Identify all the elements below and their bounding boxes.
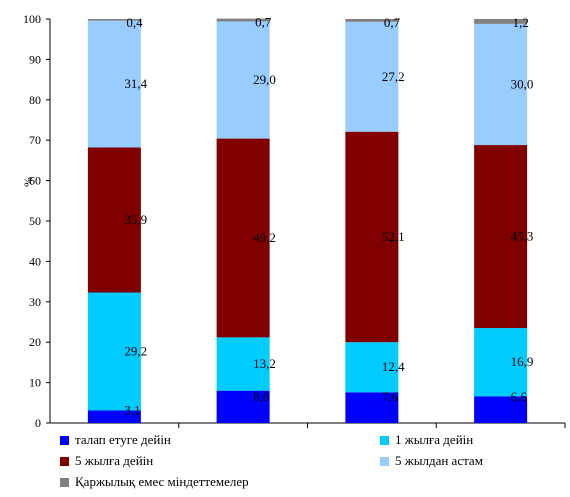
- bar-segment: [216, 138, 270, 338]
- bar-segment: [345, 21, 399, 132]
- bar-segment: [87, 147, 141, 293]
- bar-segment: [345, 342, 399, 393]
- data-label: 45,3: [511, 229, 534, 244]
- bar-segment: [345, 131, 399, 343]
- y-tick-label: 80: [29, 93, 41, 107]
- legend-label: 5 жылдан астам: [395, 453, 483, 468]
- legend-label: 5 жылға дейін: [75, 453, 154, 468]
- y-tick-label: 0: [35, 416, 41, 430]
- bar-segment: [87, 20, 141, 148]
- data-label: 1,2: [513, 15, 529, 30]
- data-label: 0,7: [255, 15, 272, 30]
- bars: [87, 18, 528, 423]
- legend-swatch: [60, 456, 69, 466]
- chart-canvas: 0 10 20 30 40 50 60 70 80 90 100 3,1 29,2 35,9 31,4 0,…: [21, 12, 566, 430]
- legend-label: талап етуге дейін: [75, 432, 171, 447]
- bar-segment: [87, 292, 141, 411]
- legend-item: 5 жылға дейін: [60, 453, 153, 469]
- legend-label: 1 жылға дейін: [395, 432, 474, 447]
- legend-swatch: [380, 435, 389, 445]
- legend-item: Қаржылық емес міндеттемелер: [60, 474, 249, 490]
- bar-segment: [345, 392, 399, 423]
- y-axis-label: %: [21, 177, 35, 187]
- bar-segment: [474, 145, 528, 329]
- data-label: 49,2: [253, 230, 276, 245]
- legend-swatch: [60, 477, 69, 487]
- y-tick-label: 60: [29, 174, 41, 188]
- legend-item: талап етуге дейін: [60, 432, 171, 448]
- data-label: 16,9: [511, 354, 534, 369]
- bar-segment: [474, 328, 528, 397]
- data-label: 13,2: [253, 356, 276, 371]
- y-tick-label: 20: [29, 335, 41, 349]
- bar-segment: [216, 21, 270, 139]
- bar-segment: [216, 390, 270, 423]
- y-tick-label: 40: [29, 254, 41, 268]
- data-label: 35,9: [124, 212, 147, 227]
- data-label: 27,2: [382, 69, 405, 84]
- legend-item: 1 жылға дейін: [380, 432, 473, 448]
- legend-label: Қаржылық емес міндеттемелер: [75, 474, 249, 489]
- data-label: 29,2: [124, 343, 147, 358]
- bar-segment: [474, 19, 528, 24]
- data-label: 12,4: [382, 359, 405, 374]
- legend-swatch: [380, 456, 389, 466]
- bar-segment: [87, 19, 141, 21]
- bar-segment: [216, 337, 270, 391]
- y-tick-label: 50: [29, 214, 41, 228]
- data-label: 8,0: [253, 389, 269, 404]
- data-label: 52,1: [382, 229, 405, 244]
- data-label: 30,0: [511, 76, 534, 91]
- data-label: 6,6: [511, 389, 528, 404]
- bar-segment: [87, 410, 141, 423]
- y-tick-label: 100: [23, 12, 41, 26]
- bar-segment: [216, 18, 270, 22]
- bar-segment: [474, 396, 528, 423]
- data-label: 3,1: [124, 402, 140, 417]
- bar-segment: [474, 23, 528, 146]
- legend-item: 5 жылдан астам: [380, 453, 483, 469]
- data-label: 0,7: [384, 15, 401, 30]
- y-tick-label: 10: [29, 376, 41, 390]
- data-label: 31,4: [124, 76, 147, 91]
- y-tick-label: 30: [29, 295, 41, 309]
- data-label: 29,0: [253, 72, 276, 87]
- data-label: 7,6: [382, 389, 399, 404]
- legend-swatch: [60, 435, 69, 445]
- y-tick-label: 90: [29, 52, 41, 66]
- y-tick-label: 70: [29, 133, 41, 147]
- data-labels: 3,1 29,2 35,9 31,4 0,4 8,0 13,2 49,2 29,0 0,7 7,6 1…: [124, 15, 533, 418]
- data-label: 0,4: [126, 15, 143, 30]
- bar-segment: [345, 19, 399, 22]
